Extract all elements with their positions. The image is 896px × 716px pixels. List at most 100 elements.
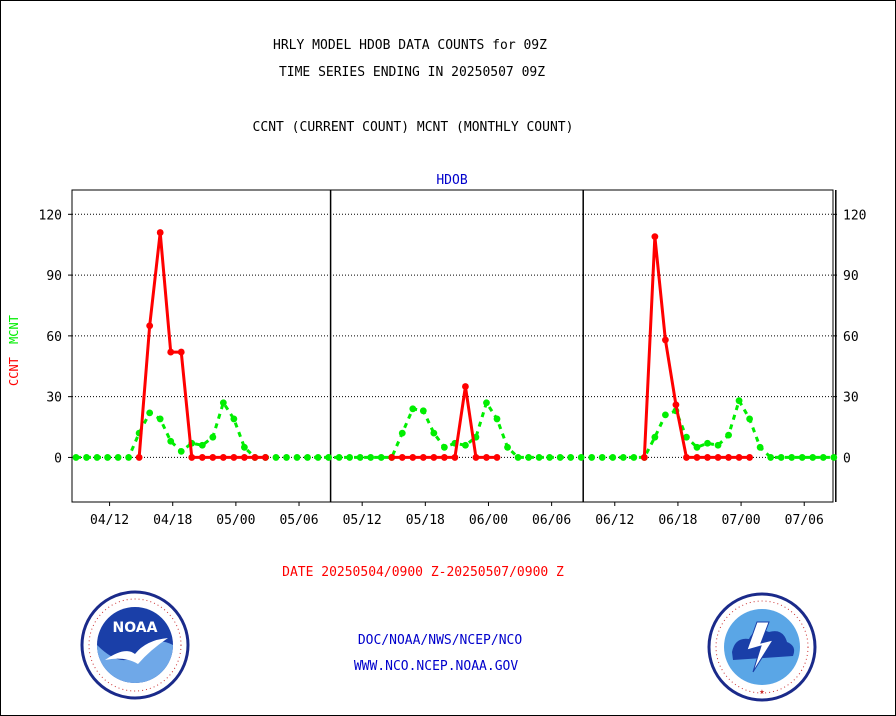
y-tick-label-left: 60 — [46, 330, 62, 345]
data-point-ccnt — [714, 454, 722, 461]
y-tick-label-right: 0 — [843, 451, 851, 466]
data-point-mcnt — [409, 405, 417, 413]
data-point-ccnt — [472, 454, 480, 461]
data-point-ccnt — [483, 454, 490, 461]
data-point-mcnt — [483, 399, 490, 407]
data-point-mcnt — [272, 454, 280, 461]
x-tick-label: 06/12 — [595, 513, 634, 528]
data-point-mcnt — [367, 454, 375, 461]
x-tick-label: 07/00 — [722, 513, 761, 528]
data-point-ccnt — [241, 454, 248, 461]
svg-text:★: ★ — [759, 687, 765, 697]
y-axis-label-ccnt: CCNT — [7, 357, 21, 386]
data-point-mcnt — [651, 433, 659, 441]
data-point-ccnt — [662, 336, 669, 344]
data-point-mcnt — [177, 447, 185, 455]
data-point-mcnt — [525, 454, 532, 461]
data-point-mcnt — [209, 433, 217, 441]
nws-logo: ★ — [707, 592, 817, 702]
data-point-ccnt — [640, 454, 648, 461]
data-point-ccnt — [451, 454, 459, 461]
x-tick-label: 06/00 — [469, 513, 508, 528]
data-point-ccnt — [440, 454, 448, 461]
data-point-mcnt — [619, 454, 627, 461]
chart-title-line1: HRLY MODEL HDOB DATA COUNTS for 09Z — [273, 38, 547, 53]
data-point-ccnt — [251, 454, 259, 461]
x-tick-label: 04/12 — [90, 513, 129, 528]
chart-title-line2: TIME SERIES ENDING IN 20250507 09Z — [278, 65, 546, 80]
x-tick-label: 06/06 — [532, 513, 571, 528]
data-point-ccnt — [462, 383, 469, 390]
data-point-mcnt — [314, 454, 322, 461]
data-point-mcnt — [609, 454, 617, 461]
data-point-ccnt — [651, 233, 659, 240]
data-point-mcnt — [662, 411, 669, 419]
data-point-mcnt — [683, 433, 690, 441]
data-point-ccnt — [409, 454, 417, 461]
y-tick-label-left: 30 — [46, 391, 62, 406]
data-point-ccnt — [167, 348, 175, 356]
data-point-mcnt — [746, 415, 753, 423]
y-tick-label-right: 30 — [843, 391, 859, 406]
data-point-mcnt — [809, 454, 817, 461]
data-point-ccnt — [198, 454, 206, 461]
data-point-mcnt — [283, 454, 290, 461]
data-point-ccnt — [188, 454, 196, 461]
data-point-ccnt — [735, 454, 743, 461]
noaa-logo: NOAA — [80, 590, 190, 700]
data-point-mcnt — [630, 454, 638, 461]
org-path-label: DOC/NOAA/NWS/NCEP/NCO — [357, 633, 523, 648]
data-point-ccnt — [230, 454, 238, 461]
data-point-mcnt — [567, 454, 575, 461]
data-point-mcnt — [798, 454, 806, 461]
data-point-mcnt — [114, 454, 122, 461]
data-point-mcnt — [546, 454, 554, 461]
data-point-ccnt — [746, 454, 753, 461]
data-point-mcnt — [83, 454, 90, 461]
x-tick-label: 05/18 — [406, 513, 445, 528]
data-point-mcnt — [504, 443, 511, 451]
data-point-mcnt — [335, 454, 343, 461]
data-point-mcnt — [735, 397, 743, 405]
x-tick-label: 04/18 — [153, 513, 192, 528]
x-tick-label: 05/00 — [216, 513, 255, 528]
data-point-mcnt — [714, 441, 722, 449]
data-point-ccnt — [156, 229, 164, 236]
data-point-mcnt — [777, 454, 785, 461]
plot-area — [71, 189, 834, 503]
y-tick-label-left: 120 — [39, 208, 62, 223]
data-point-mcnt — [104, 454, 111, 461]
data-point-mcnt — [293, 454, 301, 461]
data-point-mcnt — [430, 429, 438, 437]
data-point-mcnt — [440, 443, 448, 451]
y-axis-label-mcnt: MCNT — [7, 315, 21, 344]
data-point-mcnt — [198, 441, 206, 449]
data-point-mcnt — [156, 415, 164, 423]
data-point-mcnt — [167, 437, 175, 445]
y-tick-label-left: 0 — [54, 451, 62, 466]
y-tick-label-right: 60 — [843, 330, 859, 345]
data-point-mcnt — [462, 441, 469, 449]
data-point-mcnt — [346, 454, 354, 461]
data-point-mcnt — [693, 443, 701, 451]
data-point-ccnt — [177, 348, 185, 356]
x-tick-label: 05/06 — [279, 513, 318, 528]
data-point-mcnt — [704, 439, 711, 447]
data-point-ccnt — [219, 454, 227, 461]
data-point-ccnt — [262, 454, 269, 461]
data-point-ccnt — [683, 454, 690, 461]
data-point-mcnt — [819, 454, 827, 461]
data-point-mcnt — [230, 415, 238, 423]
data-point-mcnt — [219, 399, 227, 407]
data-point-mcnt — [146, 409, 154, 417]
data-point-ccnt — [430, 454, 438, 461]
data-point-ccnt — [725, 454, 732, 461]
data-point-mcnt — [304, 454, 311, 461]
data-point-ccnt — [209, 454, 217, 461]
website-label: WWW.NCO.NCEP.NOAA.GOV — [353, 659, 519, 674]
data-point-mcnt — [377, 454, 385, 461]
data-point-mcnt — [72, 454, 80, 461]
data-point-mcnt — [125, 454, 133, 461]
data-point-mcnt — [514, 454, 522, 461]
data-point-ccnt — [146, 322, 154, 330]
